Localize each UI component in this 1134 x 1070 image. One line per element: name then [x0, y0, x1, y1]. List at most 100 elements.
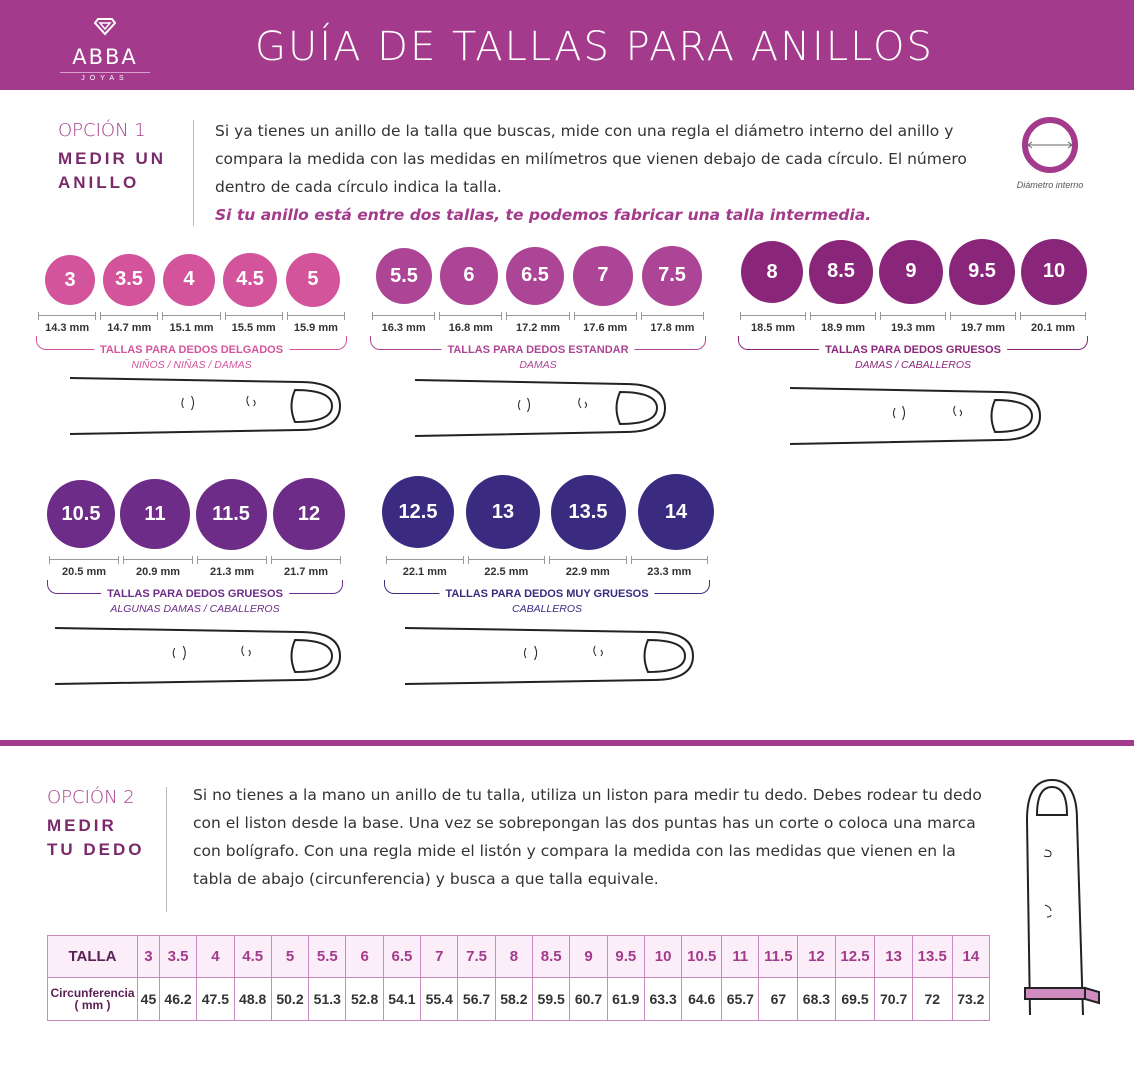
group-label: TALLAS PARA DEDOS GRUESOS: [819, 344, 1007, 356]
diameter-mm: 20.5 mm: [61, 566, 107, 578]
diameter-mm: 18.5 mm: [750, 322, 796, 334]
size-cell: 7: [420, 935, 459, 978]
size-circle: 7: [573, 246, 633, 306]
diameter-mm: 15.9 mm: [293, 322, 338, 334]
size-circle: 10: [1020, 238, 1088, 306]
size-circle: 8.5: [809, 240, 873, 304]
size-circle: 10.5: [47, 480, 115, 548]
group-sublabel: NIÑOS / NIÑAS / DAMAS: [131, 359, 252, 371]
size-circle: 6.5: [505, 246, 565, 306]
size-circle: 5: [285, 252, 341, 308]
size-cell: 6.5: [382, 935, 422, 978]
size-circle: 13.5: [550, 474, 626, 550]
diameter-mm: 23.3 mm: [647, 566, 692, 578]
group-label: TALLAS PARA DEDOS DELGADOS: [93, 344, 290, 356]
option2-title-1: MEDIR: [47, 816, 117, 835]
size-cell: 3: [137, 935, 160, 978]
option1-title-2: ANILLO: [58, 173, 140, 192]
circumference-cell: 65.7: [721, 977, 760, 1021]
size-cell: 14: [951, 935, 991, 978]
circumference-cell: 64.6: [681, 977, 723, 1021]
circumference-cell: 48.8: [233, 977, 272, 1021]
size-circle: 12.5: [382, 476, 454, 548]
finger-illustration: [70, 377, 342, 435]
finger-illustration: [415, 379, 667, 437]
diameter-mm: 16.3 mm: [381, 322, 426, 334]
ruler-mark: [100, 312, 159, 320]
circumference-cell: 56.7: [457, 977, 496, 1021]
circumference-cell: 58.2: [494, 977, 534, 1021]
section-divider: [0, 740, 1134, 746]
diameter-diagram: Diámetro interno: [1000, 115, 1100, 190]
table-row-circumference: Circunferencia( mm ) 45 46.2 47.5 48.8 50.2 51…: [47, 977, 991, 1021]
ruler-mark: [162, 312, 221, 320]
group-label: TALLAS PARA DEDOS GRUESOS: [101, 588, 289, 600]
group-sublabel: DAMAS: [519, 359, 557, 371]
circumference-cell: 70.7: [874, 977, 913, 1021]
diameter-mm: 20.1 mm: [1030, 322, 1076, 334]
logo-sub: JOYAS: [60, 72, 150, 82]
size-cell: 7.5: [457, 935, 496, 978]
circumference-cell: 60.7: [569, 977, 608, 1021]
group-sublabel: CABALLEROS: [511, 603, 583, 615]
circumference-cell: 45: [137, 977, 160, 1021]
diameter-mm: 17.6 mm: [583, 322, 628, 334]
size-circle: 7.5: [641, 245, 703, 307]
size-circle: 4: [162, 253, 216, 307]
ruler-mark: [439, 312, 503, 320]
diameter-mm: 14.3 mm: [45, 322, 90, 334]
size-cell: 11: [721, 935, 760, 978]
size-cell: 11.5: [758, 935, 799, 978]
diameter-mm: 15.1 mm: [169, 322, 214, 334]
size-cell: 5: [270, 935, 310, 978]
circumference-label: Circunferencia: [50, 986, 135, 1000]
diamond-icon: [93, 18, 117, 36]
circumference-cell: 54.1: [382, 977, 422, 1021]
circumference-cell: 63.3: [643, 977, 683, 1021]
circumference-cell: 50.2: [270, 977, 310, 1021]
ruler-mark: [49, 556, 119, 564]
size-cell: 5.5: [308, 935, 347, 978]
ruler-mark: [38, 312, 97, 320]
ring-diameter-icon: [1022, 117, 1078, 173]
diameter-mm: 22.5 mm: [484, 566, 529, 578]
circumference-unit: ( mm ): [74, 998, 111, 1012]
ruler-mark: [573, 312, 637, 320]
size-cell: 13: [874, 935, 913, 978]
option2-title-2: TU DEDO: [47, 840, 145, 859]
ruler-mark: [123, 556, 193, 564]
option2-label: OPCIÓN 2: [47, 787, 135, 808]
size-cell: 9: [569, 935, 608, 978]
ruler-mark: [549, 556, 627, 564]
size-cell: 13.5: [911, 935, 953, 978]
talla-header: TALLA: [47, 935, 138, 978]
size-circle: 5.5: [376, 248, 432, 304]
size-circle: 9.5: [949, 239, 1015, 305]
size-cell: 8.5: [532, 935, 571, 978]
size-circle: 4.5: [223, 253, 277, 307]
size-circle: 12: [272, 477, 346, 551]
circumference-cell: 59.5: [532, 977, 571, 1021]
logo: ABBA JOYAS: [60, 16, 150, 82]
size-circle: 3.5: [103, 254, 155, 306]
finger-illustration: [790, 387, 1042, 445]
size-circle: 3: [45, 255, 95, 305]
diameter-mm: 16.8 mm: [448, 322, 493, 334]
size-cell: 4.5: [233, 935, 272, 978]
option1-note: Si tu anillo está entre dos tallas, te p…: [215, 206, 872, 224]
diameter-mm: 17.2 mm: [515, 322, 561, 334]
option2-text: Si no tienes a la mano un anillo de tu t…: [193, 786, 982, 888]
logo-name: ABBA: [72, 45, 138, 69]
circumference-cell: 52.8: [345, 977, 384, 1021]
ruler-mark: [810, 312, 876, 320]
option1-label: OPCIÓN 1: [58, 120, 146, 141]
ruler-mark: [1020, 312, 1086, 320]
diameter-mm: 19.3 mm: [890, 322, 936, 334]
diameter-mm: 21.3 mm: [209, 566, 255, 578]
finger-illustration: [405, 627, 695, 685]
group-sublabel: ALGUNAS DAMAS / CABALLEROS: [110, 603, 280, 615]
ruler-mark: [197, 556, 267, 564]
option2-heading: OPCIÓN 2 MEDIR TU DEDO: [47, 787, 145, 862]
ruler-mark: [740, 312, 806, 320]
size-cell: 4: [196, 935, 235, 978]
